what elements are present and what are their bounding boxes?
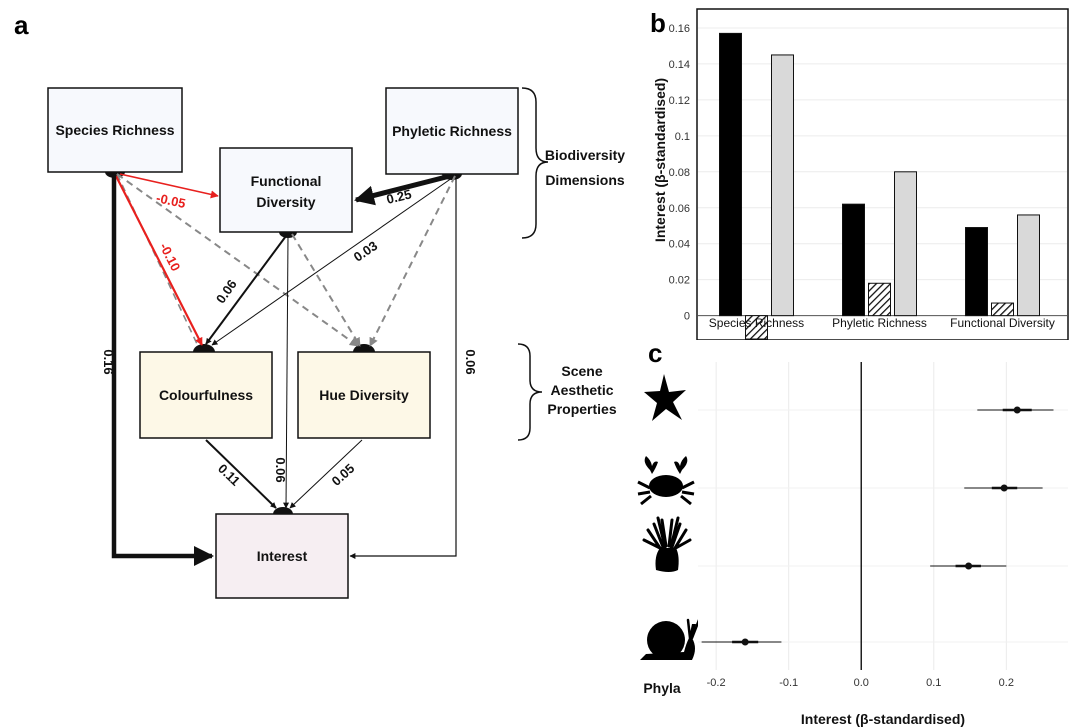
path-col-int — [205, 439, 277, 509]
bar-ytick-label: 0.14 — [669, 59, 690, 71]
panel-letter-a: a — [14, 10, 29, 40]
bar — [868, 282, 891, 317]
bar — [894, 171, 917, 317]
bar-ytick-label: 0.08 — [669, 167, 690, 179]
path-sr-hue-dashed2 — [116, 173, 199, 347]
coef-pr-int: 0.06 — [463, 349, 478, 374]
snail-icon — [640, 618, 701, 660]
coef-sr-col: -0.10 — [157, 240, 184, 273]
panel-letter-b: b — [650, 8, 666, 38]
path-sr-hue — [116, 173, 359, 347]
phyla-label: Phyla — [643, 680, 681, 696]
path-pr-int — [349, 178, 457, 559]
bar-ytick-label: 0 — [684, 311, 690, 323]
bar-ytick-label: 0.12 — [669, 95, 690, 107]
coef-pr-fd: 0.25 — [385, 186, 413, 207]
brace-biodiversity — [521, 87, 549, 239]
path-pr-fd — [354, 173, 451, 206]
coef-pr-hue: 0.03 — [351, 238, 380, 265]
brace-aesthetic — [517, 343, 543, 441]
forest-xtick-label: 0.0 — [854, 677, 869, 689]
hue-diversity-label: Hue Diversity — [319, 387, 409, 403]
path-fd-int — [283, 235, 290, 509]
functional-diversity-label-line2: Diversity — [256, 194, 315, 210]
bar-chart-frame — [696, 8, 1069, 340]
forest-xlabel: Interest (β-standardised) — [801, 711, 965, 727]
coef-sr-fd: -0.05 — [155, 190, 187, 211]
forest-plot-area — [698, 362, 1068, 670]
species-richness-label: Species Richness — [55, 122, 174, 138]
bar-chart-ylabel: Interest (β-standardised) — [652, 78, 668, 242]
interest-label: Interest — [257, 548, 308, 564]
species-richness-box — [47, 87, 183, 173]
group-aesthetic-line1: Scene — [561, 363, 602, 379]
functional-diversity-label-line1: Functional — [251, 173, 322, 189]
bar-chart-b: 0 0.02 0.04 0.06 0.08 0.1 0.12 0.14 0.16 Species… — [652, 8, 1069, 340]
coef-fd-int: 0.06 — [273, 457, 288, 482]
bar-ytick-label: 0.04 — [669, 239, 690, 251]
group-biodiversity-line1: Biodiversity — [545, 147, 625, 163]
forest-point — [1000, 484, 1008, 492]
path-hue-int — [289, 439, 363, 509]
group-aesthetic-line2: Aesthetic — [550, 382, 613, 398]
bar-ytick-label: 0.1 — [675, 131, 690, 143]
starfish-icon — [644, 374, 686, 421]
bar-ytick-label: 0.02 — [669, 275, 690, 287]
bar-category-label: Species Richness — [709, 316, 804, 330]
bar — [745, 315, 768, 340]
panel-letter-c: c — [648, 338, 663, 368]
group-biodiversity-line2: Dimensions — [545, 172, 625, 188]
forest-xtick-label: 0.2 — [999, 677, 1014, 689]
bar — [719, 32, 742, 317]
path-sr-int — [111, 176, 214, 566]
functional-diversity-box — [219, 147, 353, 233]
forest-point — [741, 638, 749, 646]
path-fd-col — [205, 235, 287, 345]
coef-hue-int: 0.05 — [329, 461, 358, 489]
bar-ytick-label: 0.16 — [669, 23, 690, 35]
forest-xtick-label: 0.1 — [926, 677, 941, 689]
colourfulness-label: Colourfulness — [159, 387, 253, 403]
path-fd-hue — [291, 233, 361, 347]
bar — [965, 227, 988, 317]
interest-anchor — [273, 507, 293, 514]
bar — [991, 302, 1014, 317]
path-sr-col — [115, 175, 203, 346]
forest-plot-c: Phyla -0.2 -0.1 0.0 0.1 0.2 Interest (β-stan… — [637, 362, 1068, 727]
forest-point — [1013, 406, 1021, 414]
bar-category-label: Phyletic Richness — [832, 316, 927, 330]
crab-icon — [637, 456, 695, 506]
bar — [1017, 214, 1040, 317]
bar-category-label: Functional Diversity — [950, 316, 1055, 330]
path-pr-col — [211, 177, 453, 346]
group-aesthetic-line3: Properties — [547, 401, 616, 417]
bar-ytick-label: 0.06 — [669, 203, 690, 215]
anemone-icon — [642, 516, 692, 572]
coef-fd-col: 0.06 — [213, 277, 240, 306]
forest-xtick-label: -0.2 — [707, 677, 726, 689]
path-pr-hue-dashed — [369, 175, 456, 347]
forest-point — [965, 562, 973, 570]
bar — [771, 54, 794, 317]
coef-sr-int: 0.16 — [101, 349, 116, 374]
phyletic-richness-label: Phyletic Richness — [392, 123, 512, 139]
bar — [842, 203, 865, 317]
colourfulness-anchor — [193, 344, 215, 352]
coef-col-int: 0.11 — [215, 461, 243, 489]
path-sr-fd — [119, 173, 219, 199]
forest-xtick-label: -0.1 — [779, 677, 798, 689]
path-diagram: Species Richness Phyletic Richness Funct… — [47, 87, 625, 599]
